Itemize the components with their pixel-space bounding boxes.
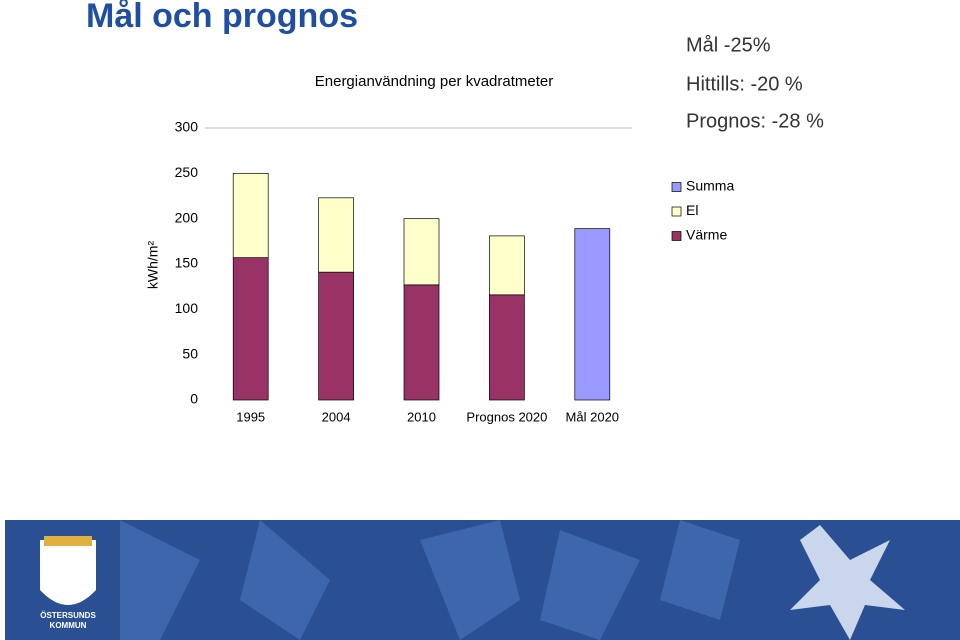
bar-segment <box>403 218 440 286</box>
legend-label: Värme <box>686 227 727 243</box>
chart-title: Energianvändning per kvadratmeter <box>315 73 553 90</box>
y-tick-label: 0 <box>190 391 198 407</box>
y-tick-label: 200 <box>175 209 199 225</box>
bar-segment <box>318 197 354 273</box>
legend-swatch <box>671 231 682 241</box>
bar-segment <box>232 257 269 401</box>
bar-segment <box>403 284 440 401</box>
bar-segment <box>574 228 611 401</box>
y-axis-label: kWh/m² <box>145 241 161 290</box>
y-tick-label: 300 <box>175 119 199 135</box>
logo-text: ÖSTERSUNDS <box>40 611 96 620</box>
legend-label: Summa <box>686 178 734 194</box>
y-tick-label: 250 <box>175 164 199 180</box>
x-tick-label: 1995 <box>236 409 265 424</box>
y-tick-label: 50 <box>182 345 198 361</box>
slide-title: Mål och prognos <box>86 0 358 35</box>
x-tick-label: 2004 <box>322 409 351 424</box>
logo-text: KOMMUN <box>50 621 87 630</box>
note: Mål -25% <box>686 34 771 56</box>
y-tick-label: 150 <box>175 255 199 271</box>
x-tick-label: Mål 2020 <box>566 409 619 424</box>
bar-segment <box>489 294 525 401</box>
legend-swatch <box>671 182 682 192</box>
note: Hittills: -20 % <box>686 73 803 95</box>
legend-label: El <box>686 202 698 218</box>
x-tick-label: Prognos 2020 <box>466 409 547 424</box>
bar-segment <box>489 235 525 296</box>
bar-segment <box>232 172 269 259</box>
legend-swatch <box>671 206 682 217</box>
y-tick-label: 100 <box>175 300 199 316</box>
x-tick-label: 2010 <box>407 409 436 424</box>
banner: ÖSTERSUNDS KOMMUN <box>5 520 960 640</box>
bar-segment <box>318 271 354 401</box>
note: Prognos: -28 % <box>686 110 824 132</box>
